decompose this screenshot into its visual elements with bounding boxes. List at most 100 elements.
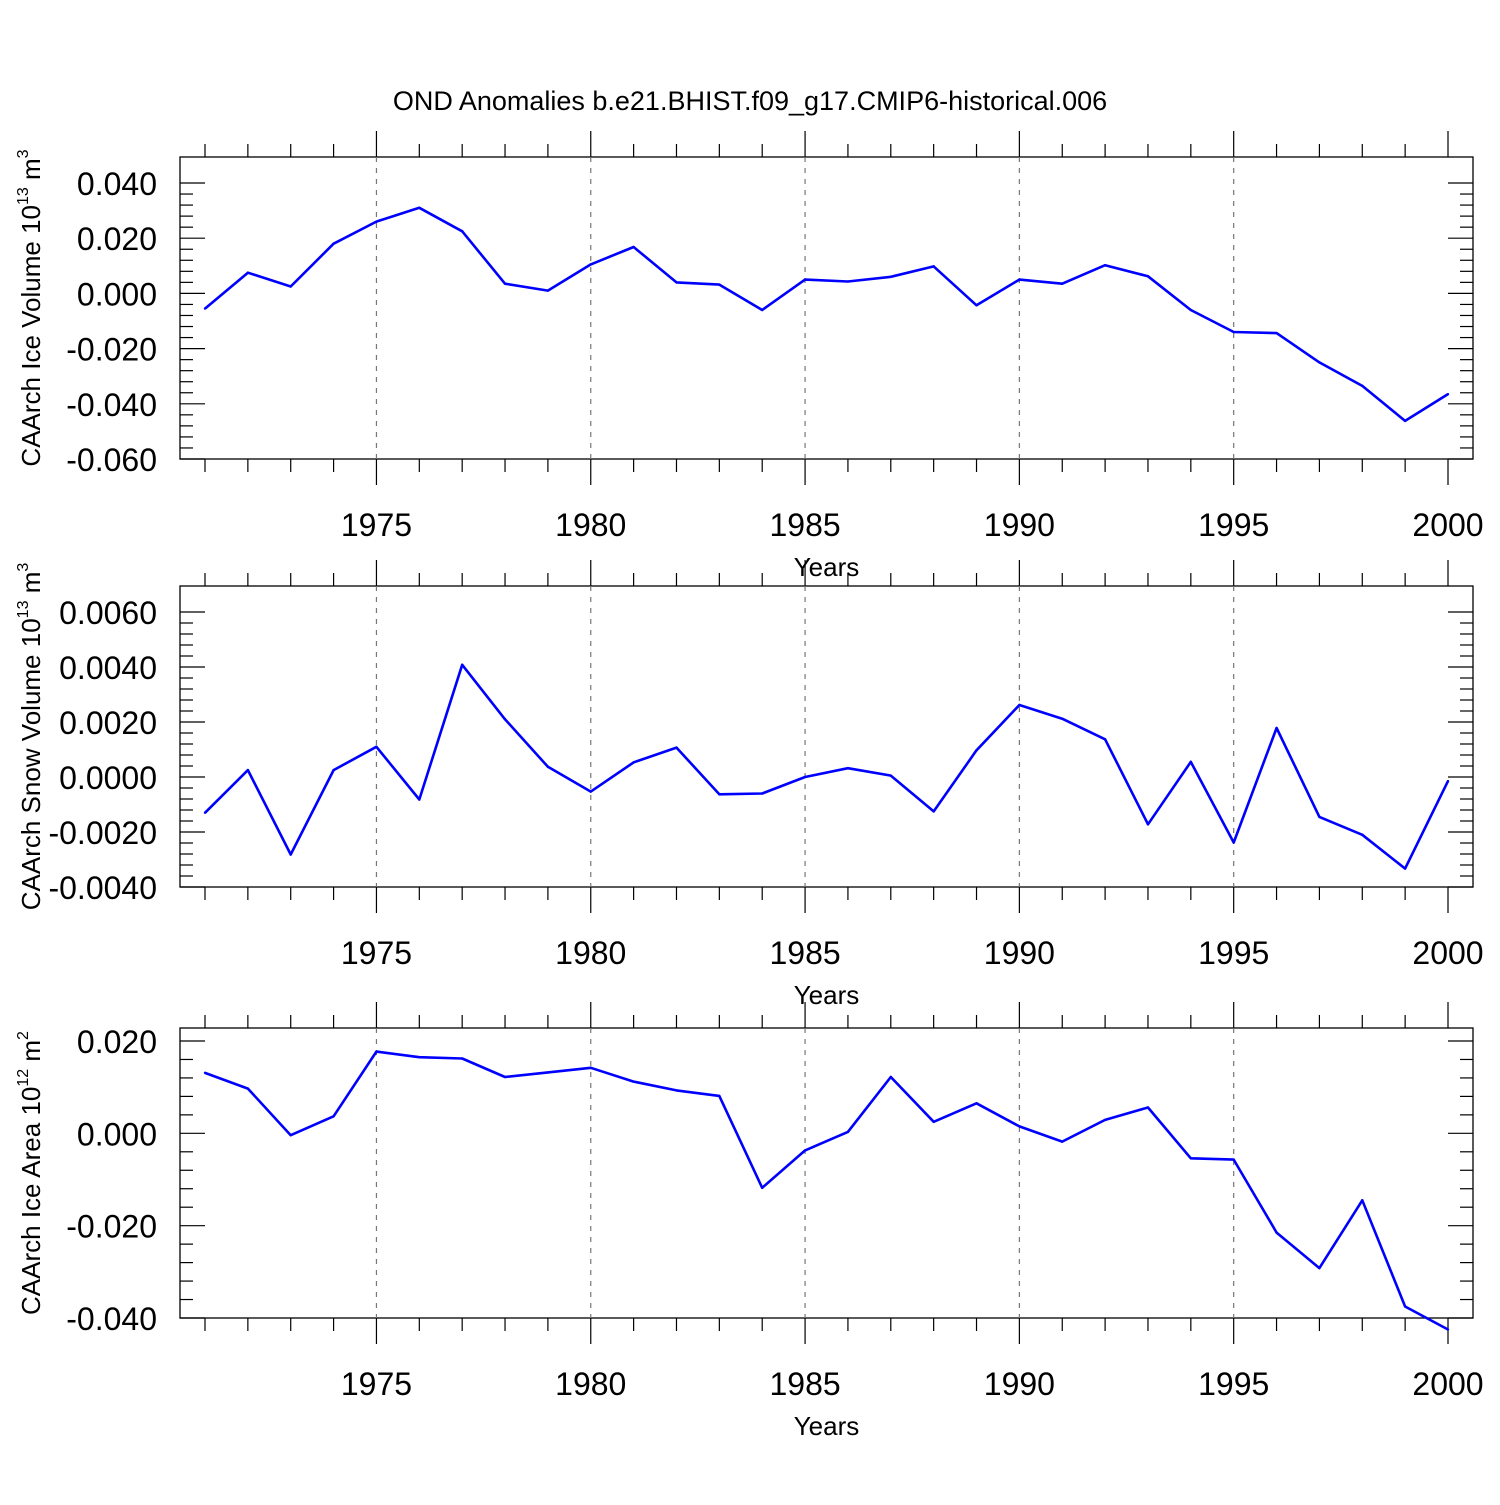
data-point [975, 1102, 978, 1105]
data-point [1189, 760, 1193, 764]
data-point [546, 1071, 550, 1074]
x-axis-label: Years [794, 980, 860, 1010]
data-point [1189, 308, 1193, 312]
data-point [1275, 726, 1278, 730]
y-axis-label: CAArch Snow Volume 1013 m3 [15, 563, 46, 911]
x-axis-label: Years [794, 552, 860, 582]
x-tick-label: 1990 [984, 935, 1055, 971]
y-tick-label: 0.0020 [59, 705, 157, 741]
data-point [1146, 1106, 1150, 1109]
data-point [332, 242, 335, 245]
data-point [246, 1087, 250, 1090]
data-point [1018, 703, 1021, 707]
y-tick-label: -0.020 [66, 332, 157, 368]
x-tick-label: 1975 [341, 935, 412, 971]
data-point [460, 1057, 464, 1060]
data-point [460, 230, 464, 233]
x-axis-label: Years [794, 1411, 860, 1441]
plot-frame [179, 1027, 1474, 1319]
data-point [1403, 867, 1407, 870]
x-tick-label: 1995 [1198, 507, 1269, 543]
data-point [1318, 361, 1321, 364]
data-point [589, 790, 592, 793]
data-point [418, 798, 421, 801]
y-tick-label: 0.020 [77, 1024, 157, 1060]
data-point [246, 768, 250, 772]
series-line [204, 206, 1449, 423]
data-point [1061, 717, 1064, 720]
x-tick-label: 1985 [769, 507, 840, 543]
y-tick-label: 0.0060 [59, 595, 157, 631]
x-tick-label: 2000 [1412, 1366, 1483, 1402]
data-point [1061, 1140, 1064, 1143]
data-point [1232, 841, 1235, 844]
data-point [718, 1094, 721, 1098]
data-point [375, 220, 378, 223]
y-tick-label: 0.0000 [59, 760, 157, 796]
data-point [503, 718, 507, 721]
x-tick-label: 1985 [769, 1366, 840, 1402]
x-tick-label: 2000 [1412, 507, 1483, 543]
data-point [1146, 275, 1150, 278]
y-tick-label: 0.020 [77, 221, 157, 257]
data-point [675, 746, 678, 749]
data-point [1318, 1266, 1321, 1270]
data-point [846, 280, 850, 283]
x-tick-label: 1990 [984, 507, 1055, 543]
data-point [1103, 1118, 1107, 1122]
data-point [460, 663, 464, 666]
data-point [203, 307, 207, 310]
data-point [1061, 282, 1064, 285]
y-axis-label: CAArch Ice Volume 1013 m3 [15, 149, 46, 466]
plot-frame [179, 585, 1474, 888]
data-point [589, 263, 592, 266]
x-tick-label: 1995 [1198, 1366, 1269, 1402]
x-tick-label: 1980 [555, 1366, 626, 1402]
data-point [803, 775, 807, 779]
y-tick-label: -0.0040 [48, 870, 157, 906]
data-point [932, 1120, 935, 1123]
y-tick-label: 0.0040 [59, 650, 157, 686]
y-tick-label: -0.0020 [48, 815, 157, 851]
x-tick-label: 1990 [984, 1366, 1055, 1402]
data-point [289, 853, 292, 856]
data-point [1446, 1328, 1450, 1331]
data-point [932, 265, 935, 268]
data-point [1446, 779, 1450, 783]
y-axis-label: CAArch Ice Area 1012 m2 [15, 1031, 46, 1315]
x-tick-label: 1980 [555, 935, 626, 971]
data-point [1018, 278, 1021, 281]
data-point [289, 285, 292, 288]
data-point [1403, 419, 1407, 423]
x-tick-label: 1975 [341, 1366, 412, 1402]
data-point [1275, 1231, 1278, 1234]
data-point [803, 1149, 807, 1152]
data-point [1018, 1125, 1021, 1128]
data-point [332, 768, 335, 772]
data-point [1361, 1199, 1364, 1202]
data-point [375, 1050, 378, 1053]
x-tick-label: 1985 [769, 935, 840, 971]
data-point [1403, 1305, 1407, 1308]
data-point [761, 792, 764, 795]
data-point [289, 1133, 292, 1137]
data-point [932, 810, 935, 813]
y-tick-label: 0.000 [77, 276, 157, 312]
data-point [975, 749, 978, 752]
data-point [975, 304, 978, 307]
chart-panel-3: 1975 1980 1985 1990 1995 2000 0.020 0.000 -0.020… [15, 1002, 1484, 1441]
data-point [418, 1055, 421, 1059]
chart-panel-2: 1975 1980 1985 1990 1995 2000 0.0060 0.0040 0.00… [15, 560, 1484, 1010]
data-point [203, 1071, 207, 1075]
data-point [546, 765, 550, 769]
data-point [1361, 384, 1364, 388]
data-point [1275, 331, 1278, 335]
data-point [1361, 833, 1364, 836]
series-line [204, 663, 1450, 870]
data-point [1232, 330, 1235, 334]
data-point [846, 767, 850, 770]
data-point [589, 1066, 592, 1069]
data-point [803, 278, 807, 281]
plot-frame [179, 156, 1474, 460]
